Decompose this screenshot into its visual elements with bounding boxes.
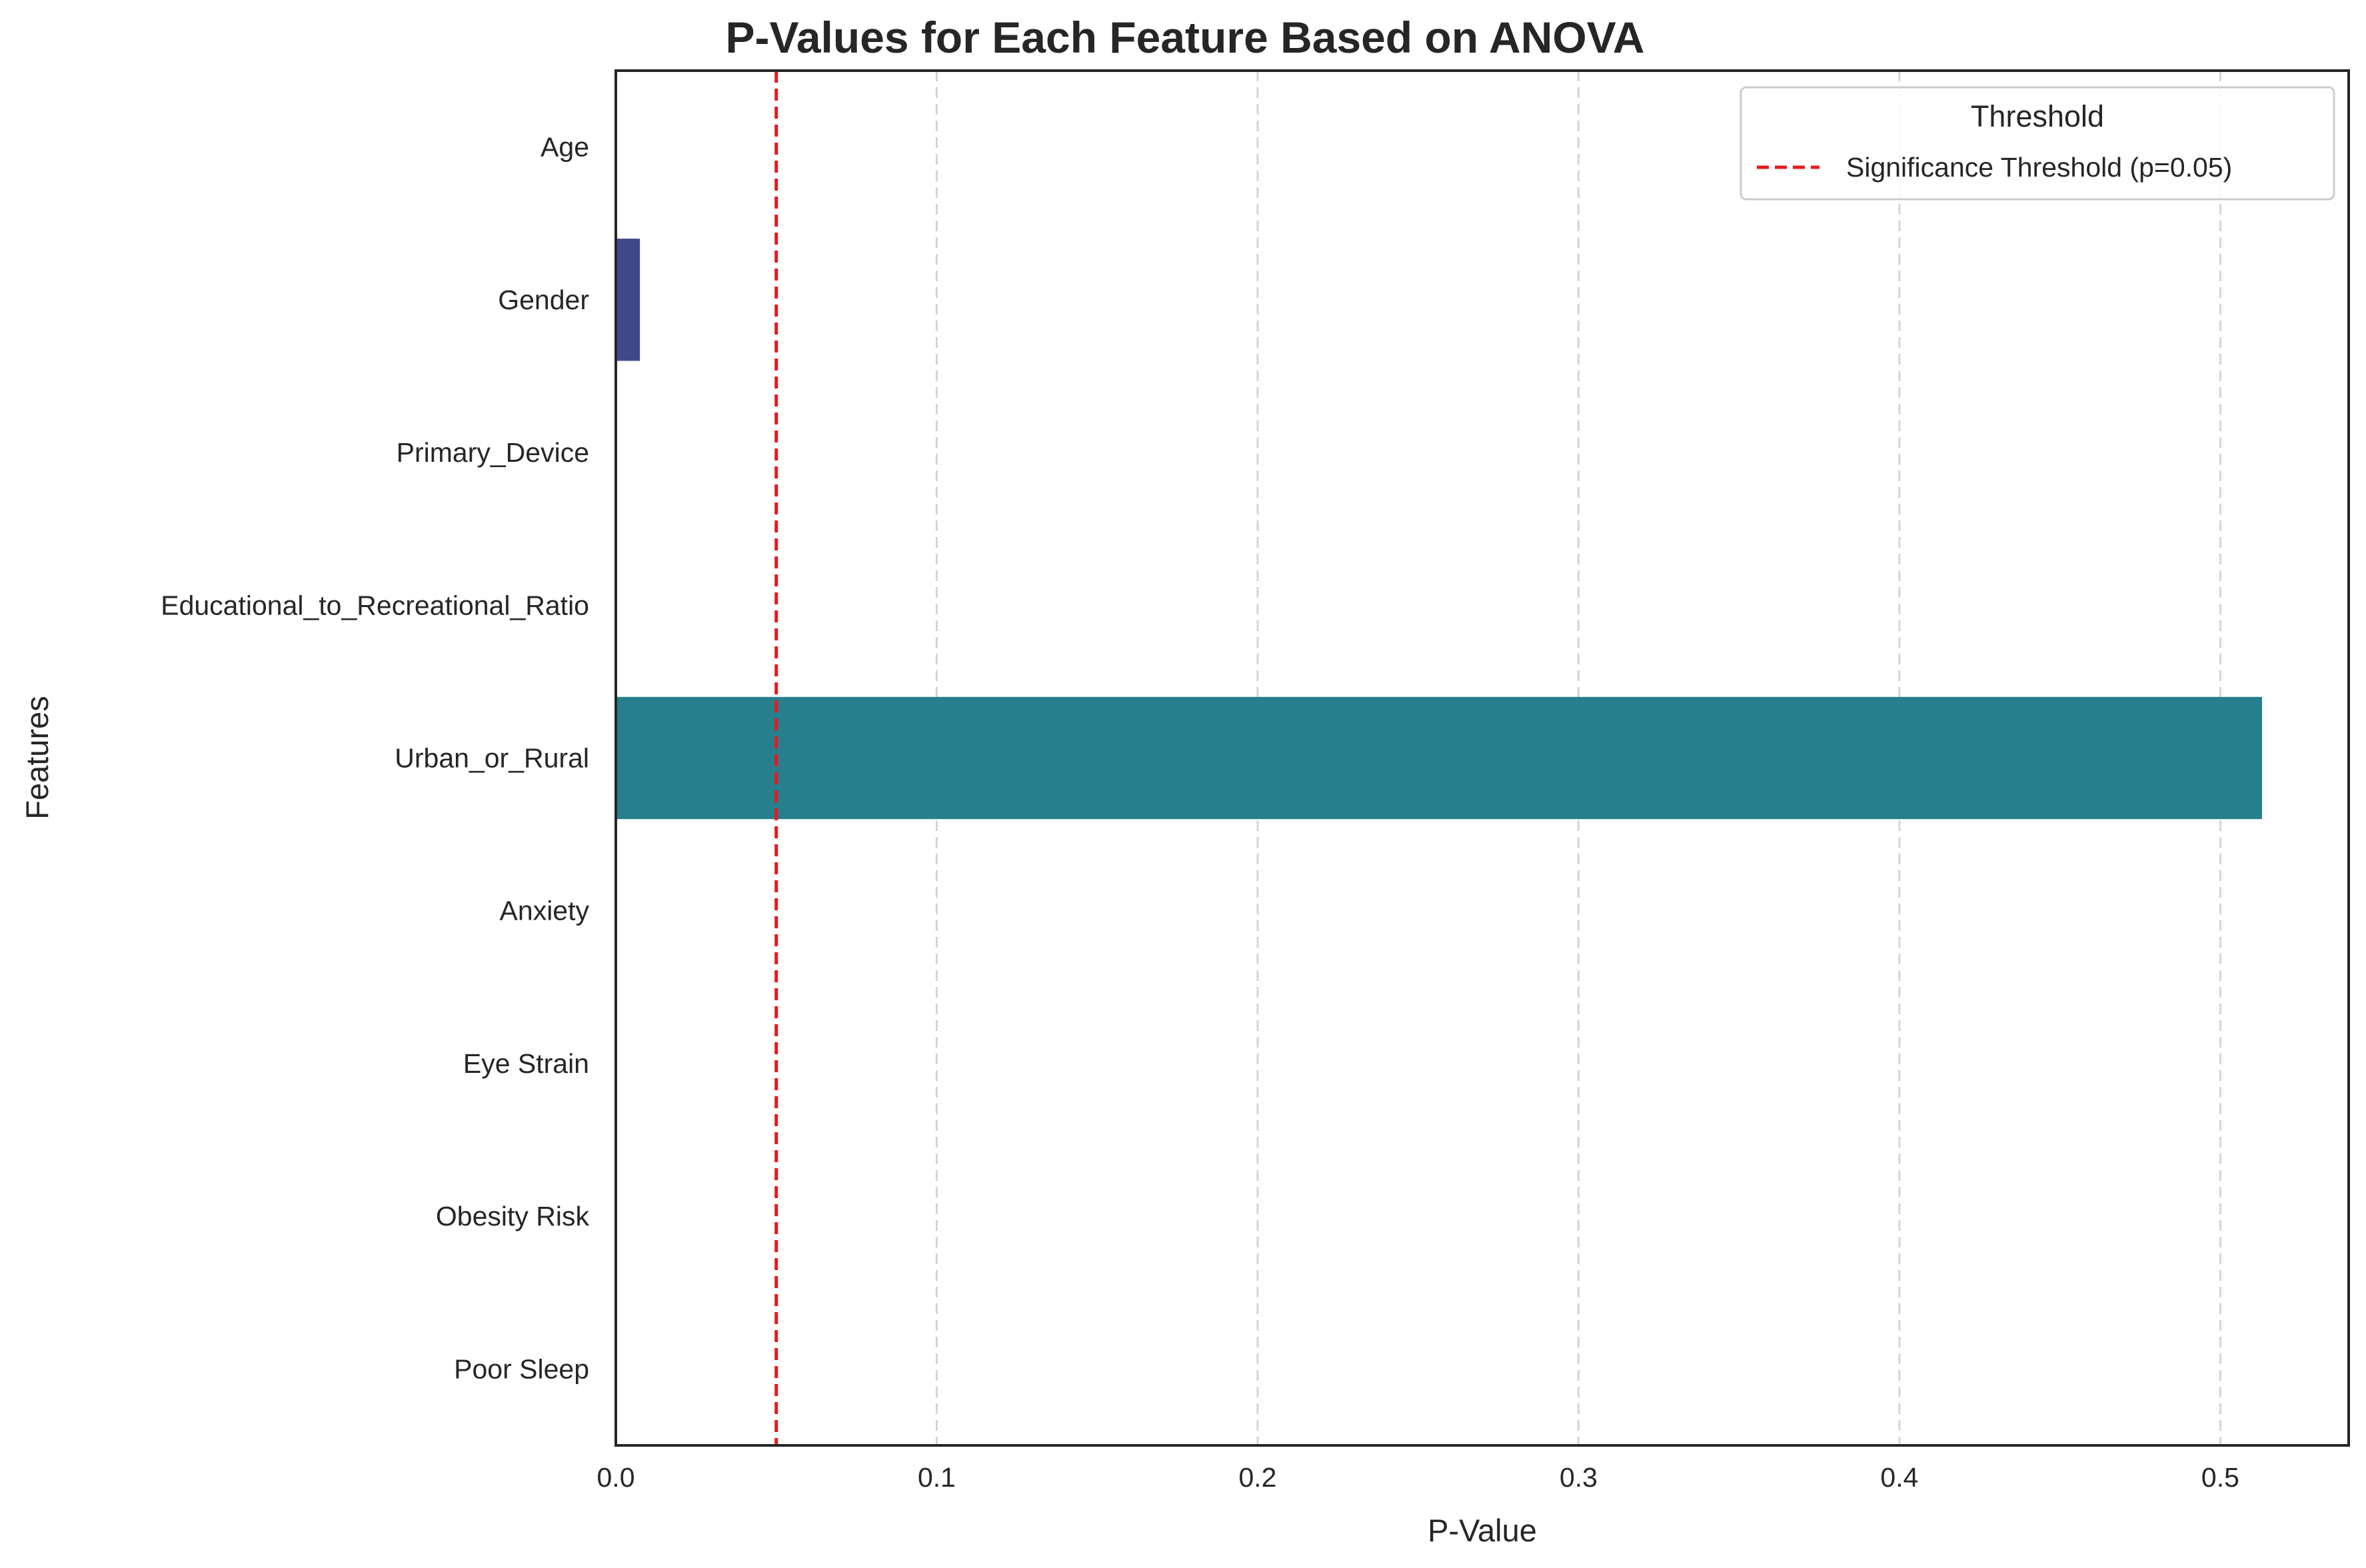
x-tick-label: 0.0 [597,1462,635,1493]
legend: Threshold Significance Threshold (p=0.05… [1740,86,2335,201]
y-tick-label: Urban_or_Rural [395,743,589,774]
y-tick-label: Poor Sleep [454,1353,589,1384]
y-tick-label: Age [541,132,589,163]
bar [616,239,640,361]
x-tick-label: 0.4 [1880,1462,1918,1493]
bars [616,239,2262,820]
x-tick-label: 0.3 [1560,1462,1598,1493]
plot-area-frame [614,69,2350,1447]
x-tick-label: 0.5 [2201,1462,2239,1493]
y-tick-labels: Age Gender Primary_Device Educational_to_Re… [161,132,589,1385]
y-tick-label: Gender [498,285,589,315]
legend-title: Threshold [1971,99,2104,133]
y-tick-label: Primary_Device [397,437,589,468]
y-axis-label: Features [19,696,55,819]
x-tick-label: 0.1 [918,1462,956,1493]
x-axis-label: P-Value [1428,1513,1537,1548]
x-tick-label: 0.2 [1238,1462,1276,1493]
y-tick-label: Educational_to_Recreational_Ratio [161,590,589,620]
y-tick-label: Eye Strain [463,1048,589,1079]
y-tick-label: Obesity Risk [436,1201,590,1231]
bar [616,696,2262,820]
chart-title: P-Values for Each Feature Based on ANOVA [725,13,1644,62]
legend-box [1740,86,2335,201]
y-tick-label: Anxiety [500,896,590,926]
legend-threshold-label: Significance Threshold (p=0.05) [1846,152,2232,183]
x-tick-labels: 0.0 0.1 0.2 0.3 0.4 0.5 [597,1462,2239,1493]
